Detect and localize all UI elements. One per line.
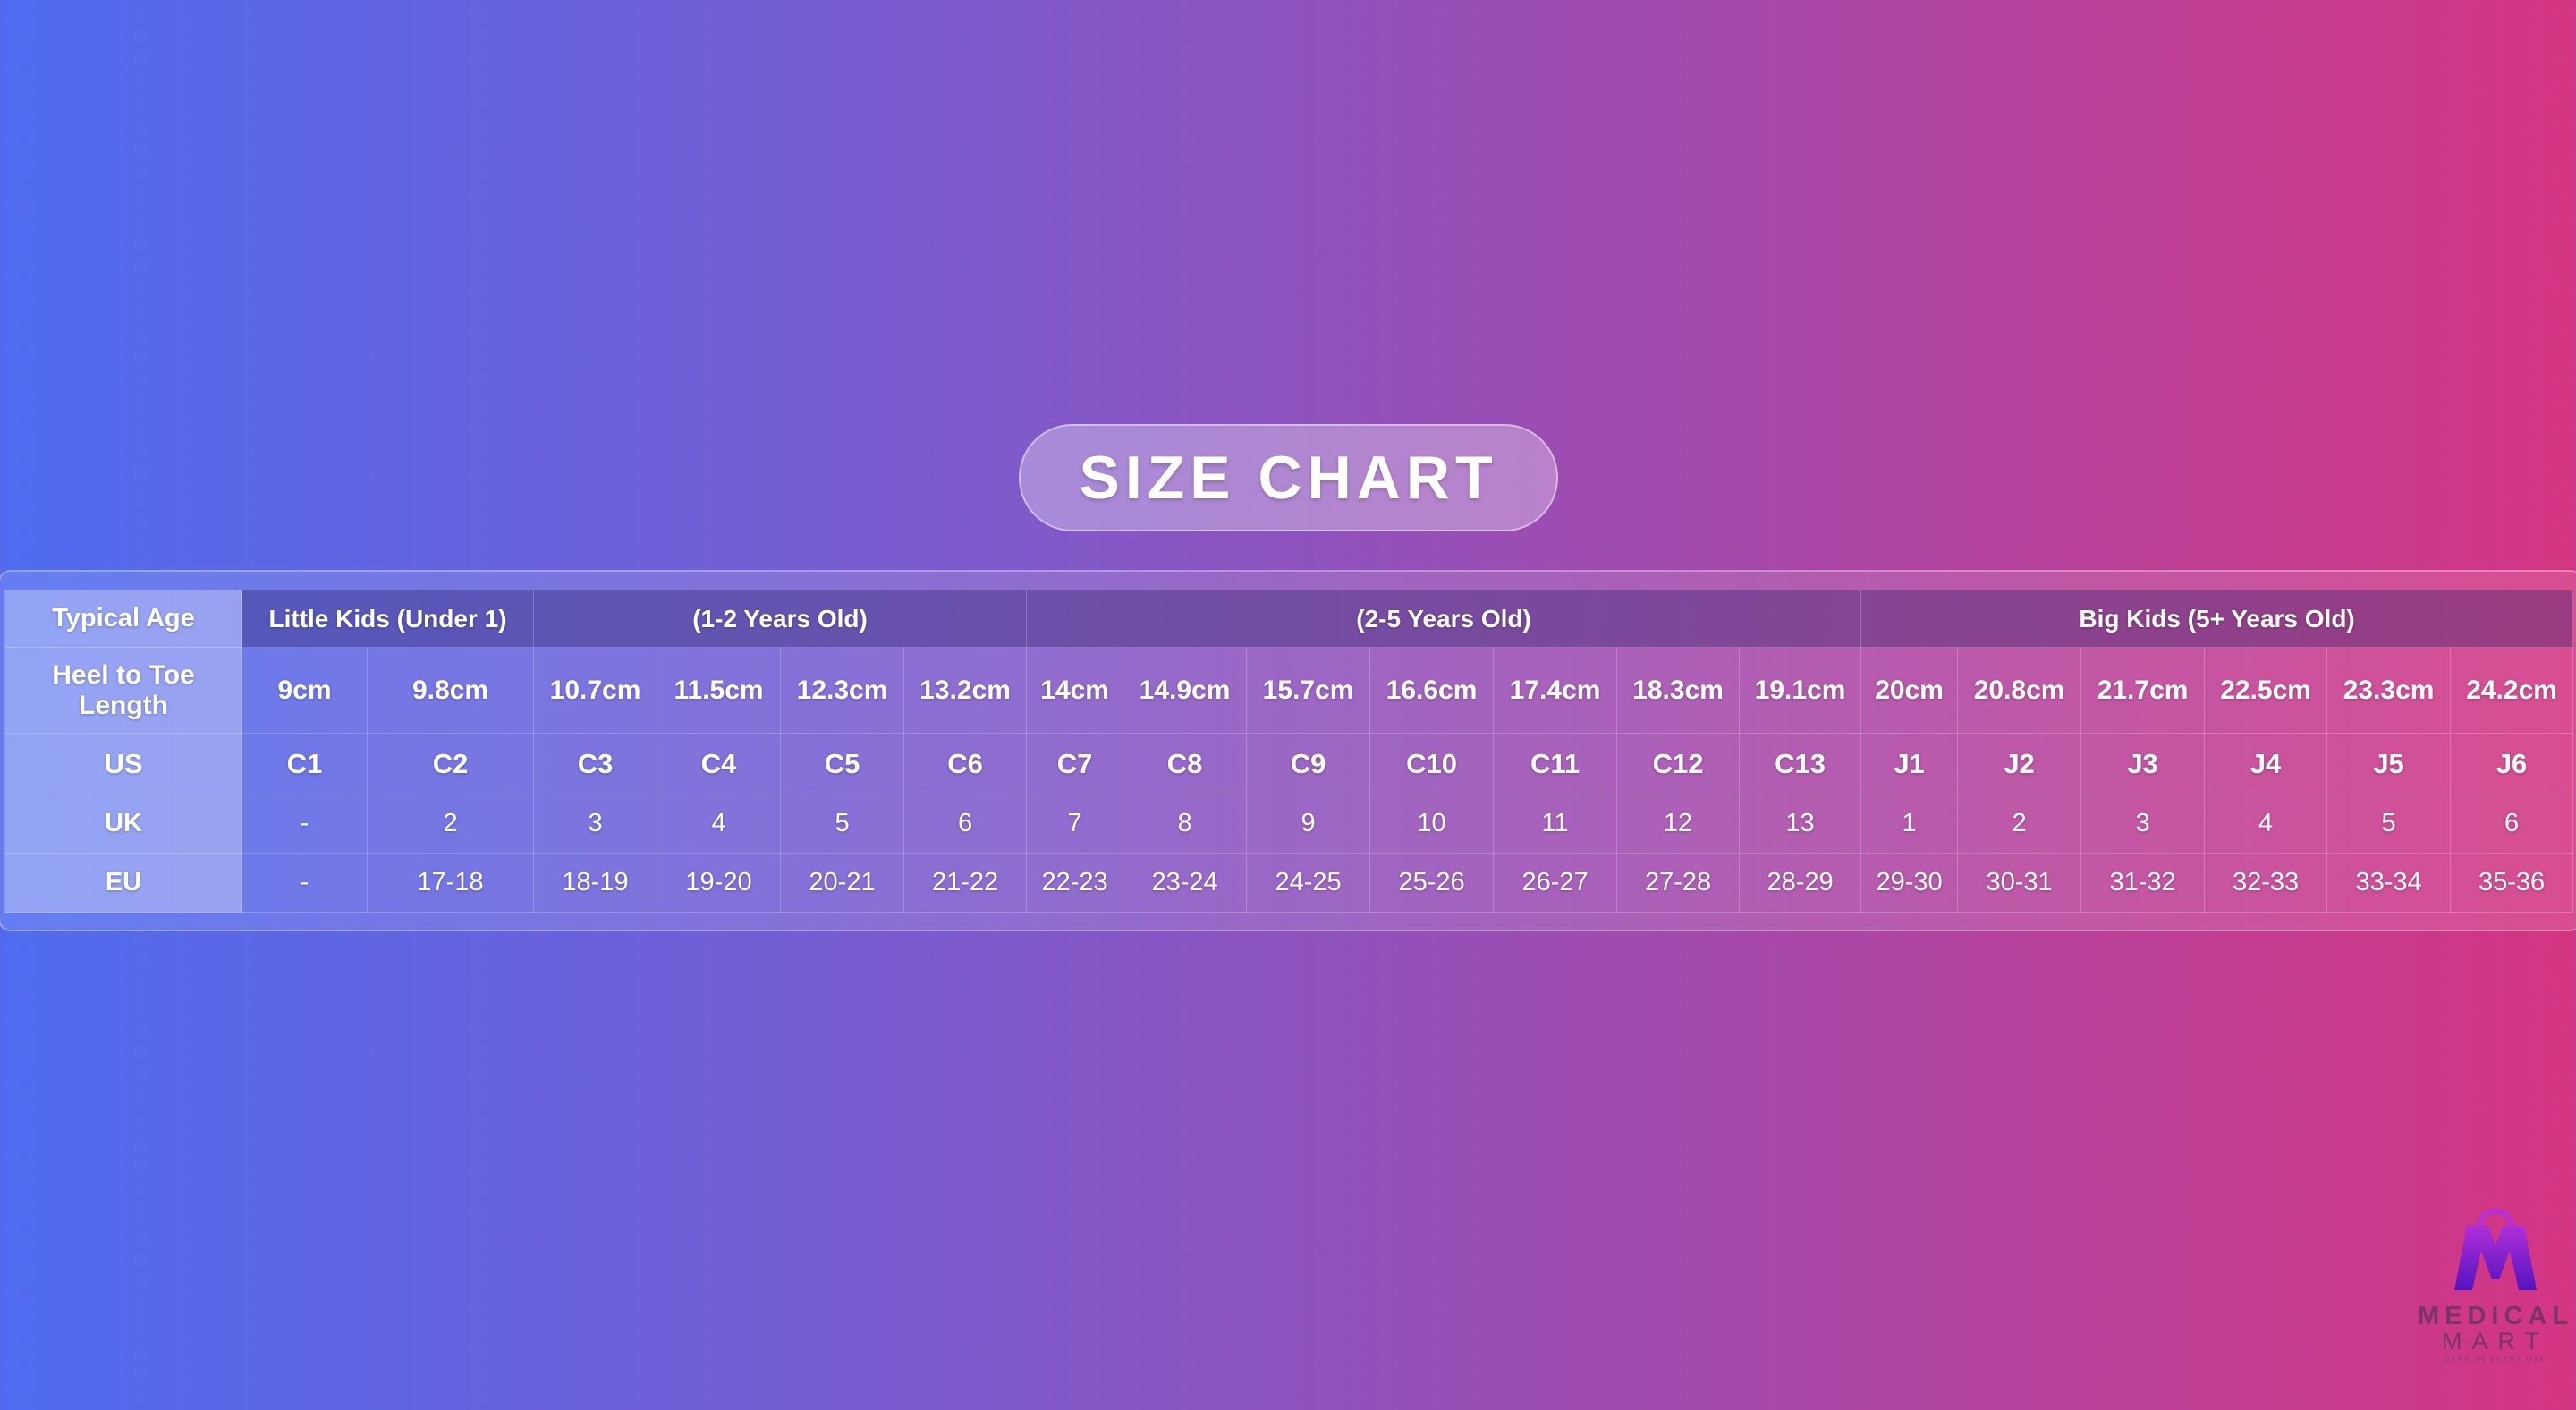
length-cell: 20.8cm bbox=[1957, 647, 2082, 734]
length-cell: 16.6cm bbox=[1369, 647, 1495, 734]
length-cell: 9.8cm bbox=[366, 647, 535, 734]
length-cell: 10.7cm bbox=[533, 647, 658, 734]
eu-cell: 28-29 bbox=[1739, 853, 1862, 913]
us-cell: C1 bbox=[242, 733, 368, 794]
length-cell: 17.4cm bbox=[1493, 647, 1618, 734]
row-label-length: Heel to Toe Length bbox=[4, 647, 242, 734]
us-cell: C4 bbox=[657, 733, 782, 794]
logo-text: MEDICAL bbox=[2417, 1302, 2574, 1330]
uk-cell: - bbox=[242, 794, 368, 854]
eu-cell: - bbox=[242, 853, 368, 913]
us-cell: C12 bbox=[1616, 733, 1741, 794]
length-cell: 23.3cm bbox=[2326, 647, 2452, 734]
length-cell: 24.2cm bbox=[2450, 647, 2574, 734]
eu-cell: 18-19 bbox=[533, 853, 658, 913]
eu-cell: 20-21 bbox=[780, 853, 905, 913]
row-label-age: Typical Age bbox=[4, 590, 242, 648]
group-header: (1-2 Years Old) bbox=[533, 590, 1028, 648]
eu-cell: 30-31 bbox=[1957, 853, 2082, 913]
us-cell: J4 bbox=[2204, 733, 2328, 794]
eu-cell: 21-22 bbox=[903, 853, 1028, 913]
eu-cell: 22-23 bbox=[1026, 853, 1124, 913]
group-header: Little Kids (Under 1) bbox=[241, 590, 535, 648]
size-table: Typical Age Little Kids (Under 1) (1-2 Y… bbox=[4, 590, 2574, 913]
eu-cell: 27-28 bbox=[1616, 853, 1741, 913]
shopping-bag-m-icon bbox=[2454, 1209, 2537, 1290]
uk-cell: 2 bbox=[1957, 794, 2082, 854]
uk-cell: 5 bbox=[780, 794, 905, 854]
us-row: US C1 C2 C3 C4 C5 C6 C7 C8 C9 C10 C11 C12 C13 J1 J2 J3 J4… bbox=[4, 733, 2574, 794]
us-cell: C13 bbox=[1739, 733, 1862, 794]
eu-cell: 32-33 bbox=[2204, 853, 2328, 913]
uk-cell: 3 bbox=[533, 794, 658, 854]
medical-mart-logo: MEDICAL MART CARE IN EVERY USE bbox=[2415, 1190, 2576, 1363]
uk-cell: 7 bbox=[1026, 794, 1124, 854]
us-cell: C2 bbox=[366, 733, 535, 794]
us-cell: C8 bbox=[1123, 733, 1248, 794]
us-cell: C7 bbox=[1026, 733, 1124, 794]
eu-cell: 19-20 bbox=[657, 853, 782, 913]
eu-cell: 35-36 bbox=[2450, 853, 2574, 913]
uk-cell: 1 bbox=[1860, 794, 1959, 854]
row-label-us: US bbox=[4, 733, 242, 794]
length-cell: 14.9cm bbox=[1123, 647, 1248, 734]
group-header: Big Kids (5+ Years Old) bbox=[1860, 590, 2574, 648]
us-cell: J3 bbox=[2080, 733, 2206, 794]
uk-cell: 9 bbox=[1246, 794, 1371, 854]
uk-cell: 3 bbox=[2080, 794, 2206, 854]
eu-row: EU -17-18 18-19 19-20 20-21 21-22 22-23 23-24 24… bbox=[4, 853, 2574, 913]
eu-cell: 23-24 bbox=[1123, 853, 1248, 913]
length-cell: 15.7cm bbox=[1246, 647, 1371, 734]
length-row: Heel to Toe Length 9cm 9.8cm 10.7cm 11.5cm 12… bbox=[4, 647, 2574, 734]
uk-cell: 6 bbox=[2450, 794, 2574, 854]
us-cell: C10 bbox=[1369, 733, 1495, 794]
uk-row: UK -2 3 4 5 6 7 8 9 10 11 12 13 1 2 3 4 5 6 bbox=[4, 794, 2574, 854]
logo-text: MART bbox=[2441, 1328, 2549, 1355]
length-cell: 19.1cm bbox=[1739, 647, 1862, 734]
uk-cell: 4 bbox=[657, 794, 782, 854]
uk-cell: 6 bbox=[903, 794, 1028, 854]
us-cell: J5 bbox=[2326, 733, 2452, 794]
eu-cell: 33-34 bbox=[2326, 853, 2452, 913]
length-cell: 13.2cm bbox=[903, 647, 1028, 734]
length-cell: 22.5cm bbox=[2204, 647, 2328, 734]
us-cell: C9 bbox=[1246, 733, 1371, 794]
length-cell: 11.5cm bbox=[657, 647, 782, 734]
uk-cell: 5 bbox=[2326, 794, 2452, 854]
row-label-eu: EU bbox=[4, 853, 242, 913]
length-cell: 18.3cm bbox=[1616, 647, 1741, 734]
eu-cell: 29-30 bbox=[1860, 853, 1959, 913]
group-header: (2-5 Years Old) bbox=[1026, 590, 1862, 648]
uk-cell: 8 bbox=[1123, 794, 1248, 854]
uk-cell: 2 bbox=[366, 794, 535, 854]
length-cell: 21.7cm bbox=[2080, 647, 2206, 734]
uk-cell: 13 bbox=[1739, 794, 1862, 854]
length-cell: 12.3cm bbox=[780, 647, 905, 734]
length-cell: 20cm bbox=[1860, 647, 1959, 734]
uk-cell: 4 bbox=[2204, 794, 2328, 854]
eu-cell: 31-32 bbox=[2080, 853, 2206, 913]
length-cell: 14cm bbox=[1026, 647, 1124, 734]
logo-tagline: CARE IN EVERY USE bbox=[2444, 1355, 2547, 1363]
uk-cell: 10 bbox=[1369, 794, 1495, 854]
row-label-uk: UK bbox=[4, 794, 242, 854]
us-cell: J2 bbox=[1957, 733, 2082, 794]
uk-cell: 11 bbox=[1493, 794, 1618, 854]
size-chart-title: SIZE CHART bbox=[1019, 424, 1558, 531]
age-row: Typical Age Little Kids (Under 1) (1-2 Y… bbox=[4, 590, 2574, 648]
uk-cell: 12 bbox=[1616, 794, 1741, 854]
eu-cell: 17-18 bbox=[366, 853, 535, 913]
eu-cell: 24-25 bbox=[1246, 853, 1371, 913]
us-cell: J1 bbox=[1860, 733, 1959, 794]
us-cell: J6 bbox=[2450, 733, 2574, 794]
us-cell: C11 bbox=[1493, 733, 1618, 794]
length-cell: 9cm bbox=[242, 647, 368, 734]
us-cell: C5 bbox=[780, 733, 905, 794]
eu-cell: 25-26 bbox=[1369, 853, 1495, 913]
us-cell: C6 bbox=[903, 733, 1028, 794]
eu-cell: 26-27 bbox=[1493, 853, 1618, 913]
us-cell: C3 bbox=[533, 733, 658, 794]
